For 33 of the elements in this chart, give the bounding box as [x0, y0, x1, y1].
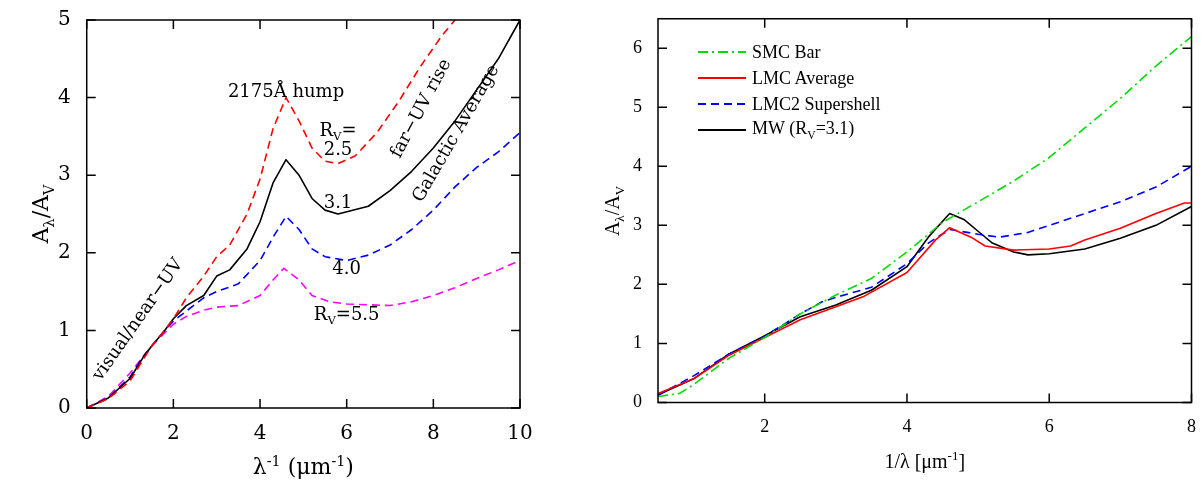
- annotation: 3.1: [323, 191, 353, 213]
- x-tick-label: 6: [1044, 415, 1054, 436]
- x-tick-label: 6: [340, 420, 354, 445]
- annotation: 2175Å hump: [227, 80, 345, 102]
- x-tick-label: 0: [80, 420, 94, 445]
- x-tick-label: 2: [167, 420, 180, 445]
- x-tick-label: 10: [507, 420, 533, 445]
- x-tick-label: 2: [760, 415, 770, 436]
- y-tick-label: 3: [57, 161, 71, 186]
- y-tick-label: 3: [633, 214, 642, 235]
- legend-label: MW (R$_{V}$=3.1): [752, 117, 855, 142]
- x-tick-label: 4: [253, 420, 267, 445]
- y-tick-label: 2: [57, 239, 71, 263]
- x-axis-title: 1/λ [μm$^{-1}$]: [884, 448, 966, 473]
- y-tick-label: 4: [57, 83, 71, 108]
- annotation: R$_{V}$=5.5: [313, 303, 380, 328]
- x-tick-label: 4: [902, 415, 912, 436]
- y-tick-label: 5: [57, 6, 71, 31]
- x-tick-label: 8: [426, 420, 440, 445]
- x-tick-label: 8: [1187, 415, 1196, 436]
- y-tick-label: 2: [633, 273, 642, 294]
- y-tick-label: 6: [633, 37, 642, 58]
- y-tick-label: 1: [57, 316, 71, 341]
- y-tick-label: 5: [633, 96, 642, 117]
- x-axis-title: λ$^{-1}$ (μm$^{-1}$): [252, 452, 354, 480]
- y-tick-label: 0: [57, 394, 71, 419]
- y-tick-label: 0: [633, 391, 642, 412]
- y-tick-label: 1: [633, 332, 642, 353]
- legend-label: LMC Average: [752, 67, 855, 88]
- legend-label: LMC2 Supershell: [752, 93, 881, 114]
- annotation: 4.0: [332, 257, 362, 279]
- legend-label: SMC Bar: [752, 41, 821, 62]
- y-tick-label: 4: [633, 155, 642, 176]
